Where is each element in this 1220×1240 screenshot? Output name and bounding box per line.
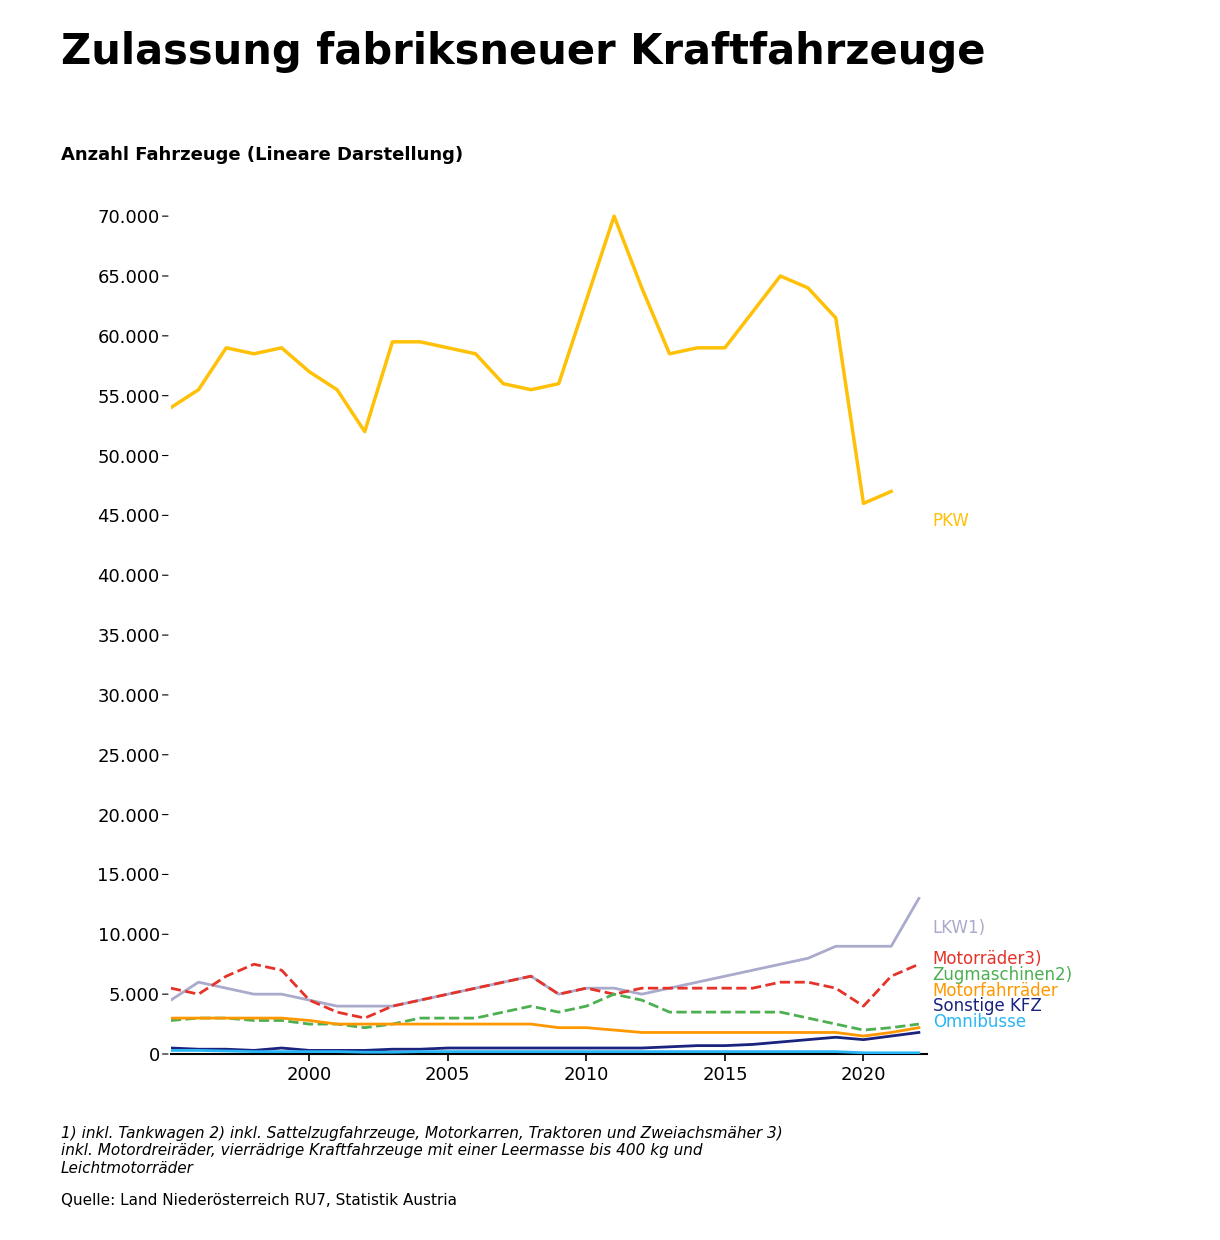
Text: Zulassung fabriksneuer Kraftfahrzeuge: Zulassung fabriksneuer Kraftfahrzeuge	[61, 31, 986, 73]
Text: LKW1): LKW1)	[933, 919, 986, 937]
Text: PKW: PKW	[933, 512, 970, 531]
Text: 1) inkl. Tankwagen 2) inkl. Sattelzugfahrzeuge, Motorkarren, Traktoren und Zweia: 1) inkl. Tankwagen 2) inkl. Sattelzugfah…	[61, 1126, 783, 1176]
Text: Motorfahrräder: Motorfahrräder	[933, 982, 1059, 999]
Text: Sonstige KFZ: Sonstige KFZ	[933, 997, 1042, 1016]
Text: Zugmaschinen2): Zugmaschinen2)	[933, 966, 1072, 985]
Text: Motorräder3): Motorräder3)	[933, 950, 1042, 968]
Text: Omnibusse: Omnibusse	[933, 1013, 1026, 1030]
Text: Quelle: Land Niederösterreich RU7, Statistik Austria: Quelle: Land Niederösterreich RU7, Stati…	[61, 1193, 458, 1208]
Text: Anzahl Fahrzeuge (Lineare Darstellung): Anzahl Fahrzeuge (Lineare Darstellung)	[61, 146, 464, 165]
